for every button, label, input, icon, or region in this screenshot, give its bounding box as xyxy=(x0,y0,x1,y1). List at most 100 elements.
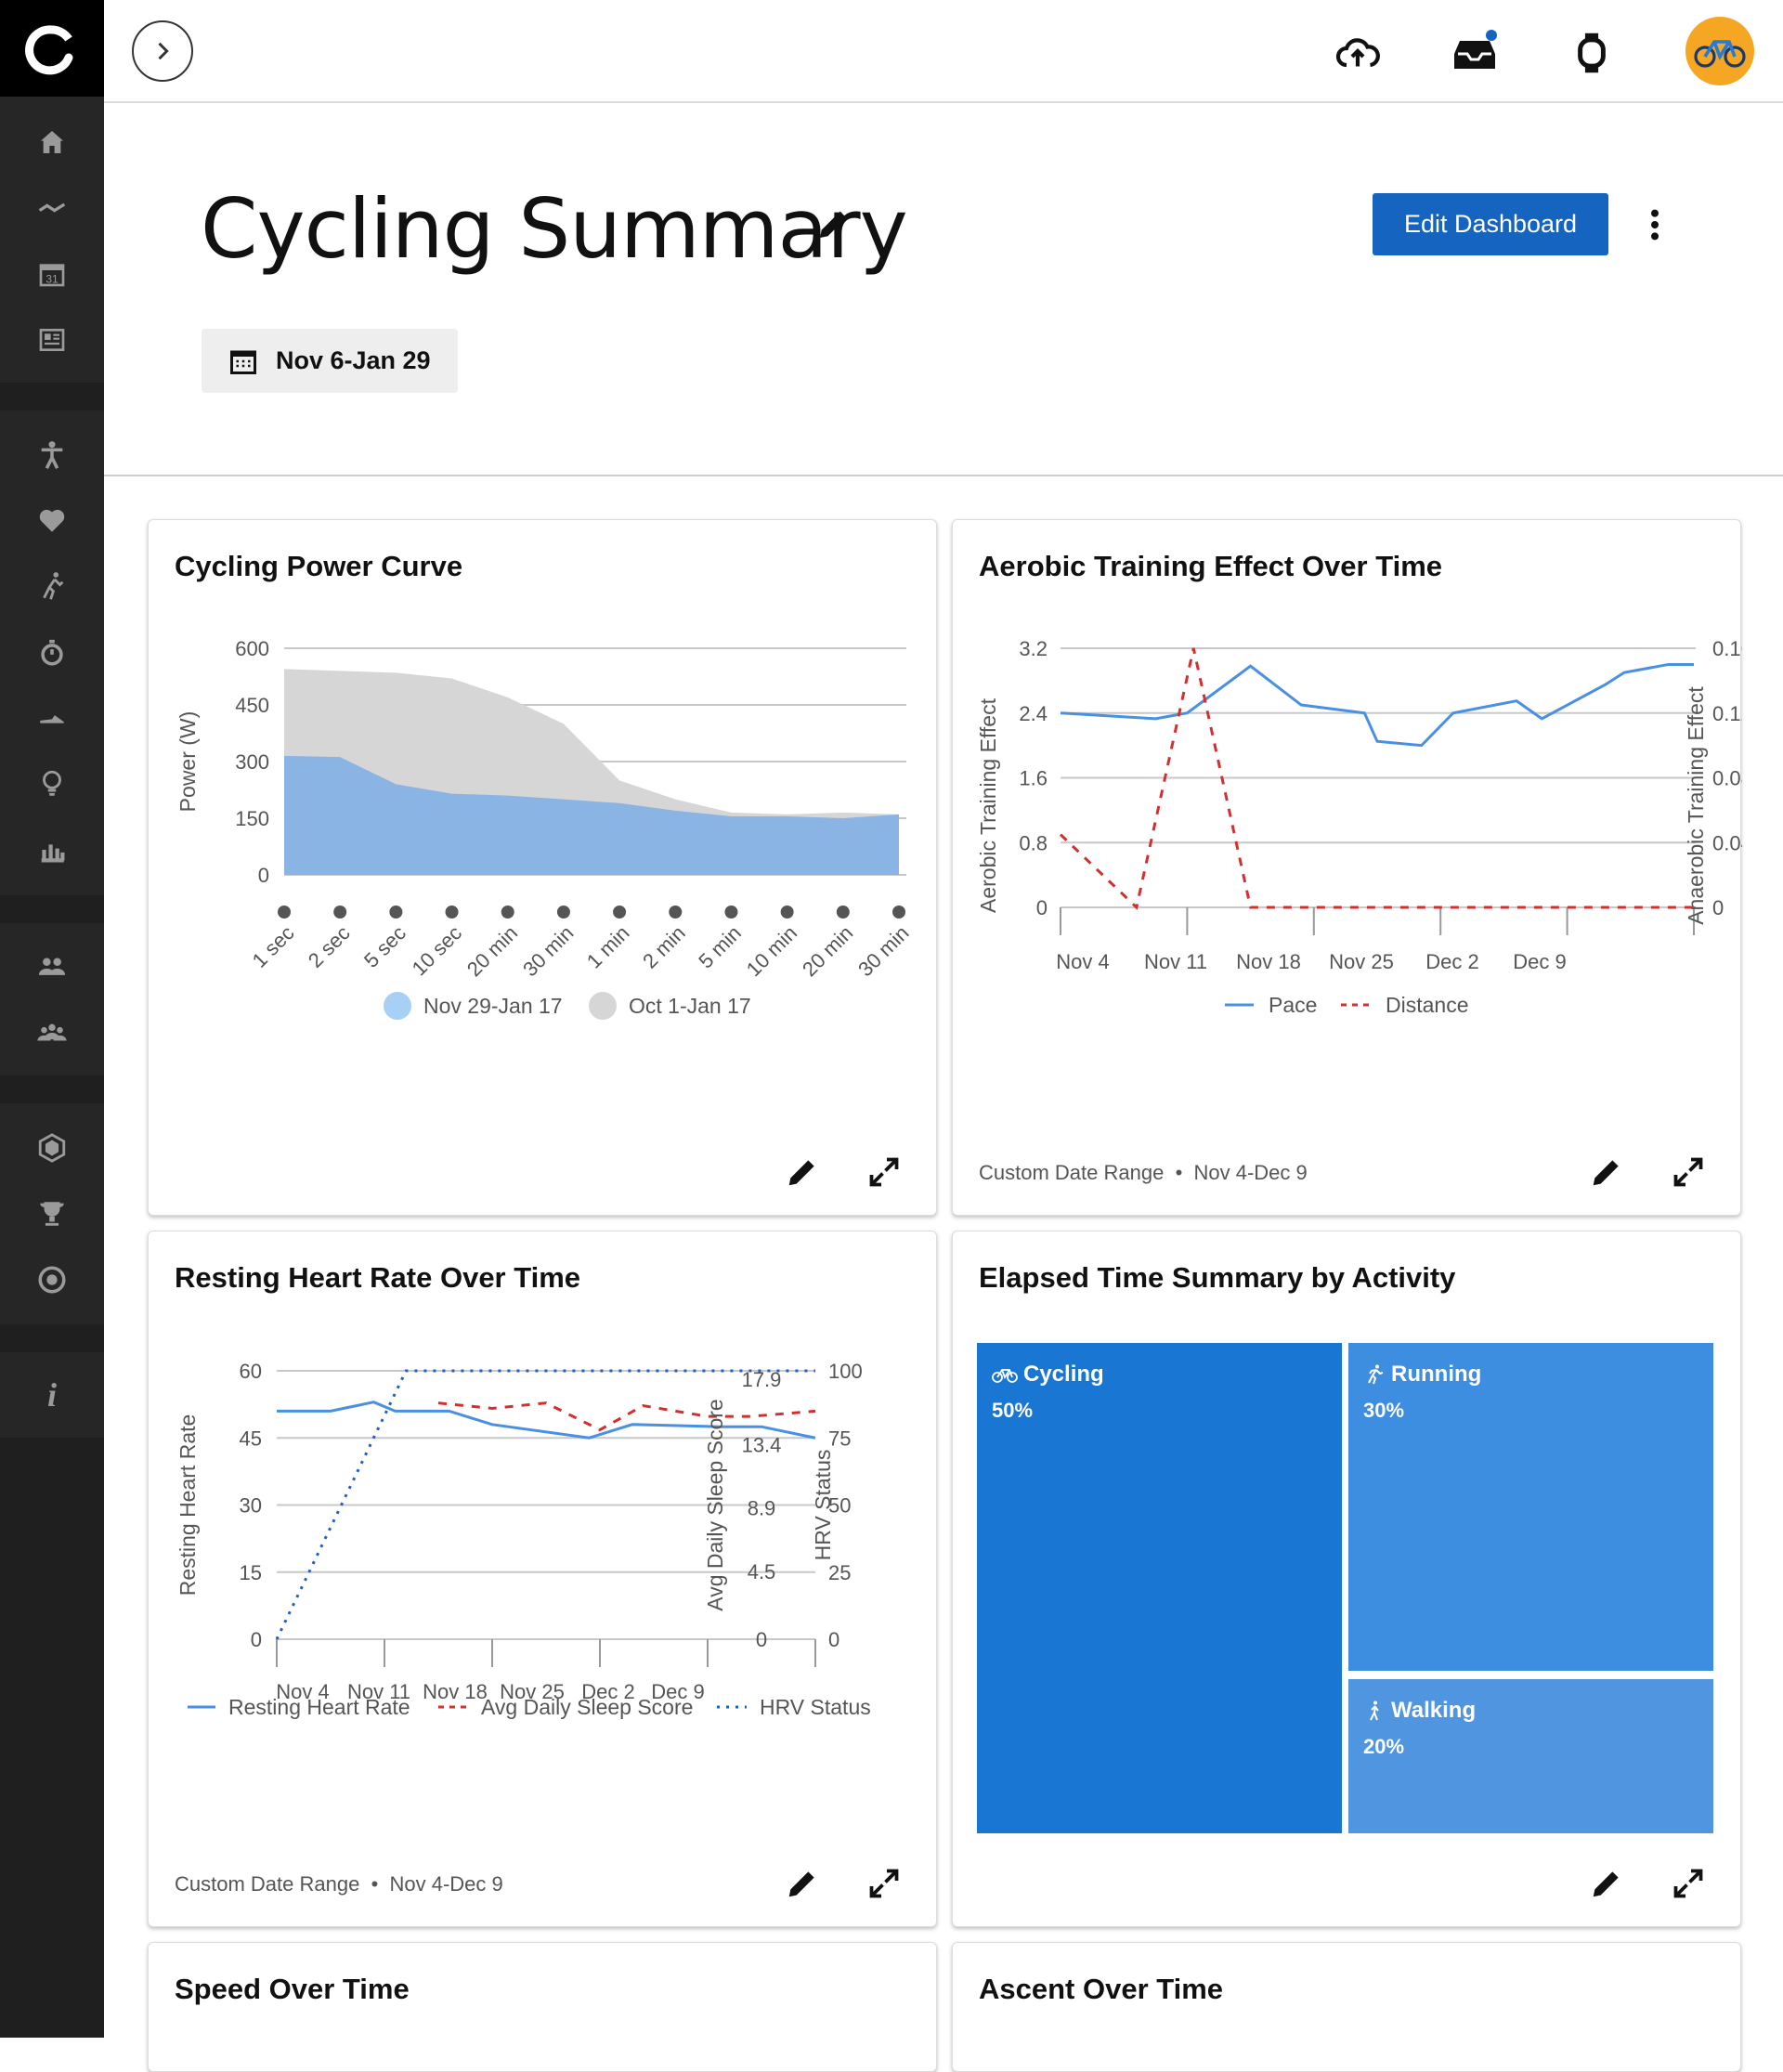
expand-sidebar-button[interactable] xyxy=(132,20,193,82)
reports-icon[interactable] xyxy=(26,824,78,876)
x-tick-dot xyxy=(613,906,627,919)
garmin-logo[interactable] xyxy=(0,0,104,97)
date-range-selector[interactable]: Nov 6-Jan 29 xyxy=(202,329,458,393)
y-tick-label: 15 xyxy=(240,1561,262,1584)
legend-swatch xyxy=(589,992,617,1020)
more-options-icon[interactable] xyxy=(1634,203,1675,246)
connections-icon[interactable] xyxy=(26,940,78,992)
legend-label: Resting Heart Rate xyxy=(228,1695,410,1719)
resting-heart-rate-card: Resting Heart Rate Over Time 0 0 15 25 30 50 4… xyxy=(148,1231,937,1927)
y3-tick-label: 0 xyxy=(756,1628,767,1651)
x-tick-label: 30 min xyxy=(518,921,578,981)
y-axis-title: Power (W) xyxy=(176,711,200,813)
insights-icon[interactable] xyxy=(26,758,78,810)
x-tick-label: Nov 11 xyxy=(347,1680,410,1703)
groups-icon[interactable] xyxy=(26,1007,78,1059)
x-tick-label: 20 min xyxy=(462,921,522,981)
x-tick-label: 30 min xyxy=(853,921,913,981)
treemap-label: Walking xyxy=(1363,1698,1476,1724)
y-tick-label: 60 xyxy=(240,1360,262,1383)
y2-tick-label: 25 xyxy=(828,1561,851,1584)
edit-pencil-icon[interactable] xyxy=(782,1152,823,1192)
x-tick-label: 2 sec xyxy=(304,921,355,972)
x-tick-dot xyxy=(836,906,850,919)
legend-label: Pace xyxy=(1269,993,1317,1017)
watch-icon[interactable] xyxy=(1571,30,1612,76)
training-icon[interactable] xyxy=(26,560,78,612)
x-tick-label: 1 sec xyxy=(248,921,299,972)
y-tick-label: 450 xyxy=(235,694,269,717)
x-tick-label: Nov 25 xyxy=(1329,950,1394,973)
x-tick-label: 10 sec xyxy=(408,921,467,981)
ascent-over-time-card: Ascent Over Time xyxy=(952,1942,1741,2072)
y-tick-label: 2.4 xyxy=(1019,702,1048,725)
logo-icon xyxy=(25,25,73,75)
y-tick-label: 1.6 xyxy=(1019,767,1048,790)
y2-tick-label: 50 xyxy=(828,1494,851,1518)
y-tick-label: 30 xyxy=(240,1494,262,1518)
inbox-icon[interactable] xyxy=(1449,26,1501,78)
footer-range: Custom Date Range xyxy=(979,1161,1165,1184)
card-title: Speed Over Time xyxy=(175,1973,410,2005)
walking-icon xyxy=(1370,1701,1379,1721)
x-tick-label: Dec 9 xyxy=(1513,950,1566,973)
bike-icon xyxy=(1694,40,1746,68)
x-tick-dot xyxy=(892,906,905,919)
expand-icon[interactable] xyxy=(1668,1152,1709,1192)
treemap-cycling[interactable]: Cycling 50% xyxy=(977,1343,1342,1833)
x-tick-label: Nov 18 xyxy=(1236,950,1301,973)
edit-pencil-icon[interactable] xyxy=(1586,1863,1627,1904)
area-series xyxy=(284,755,899,875)
calendar-icon[interactable]: 31 xyxy=(26,248,78,300)
upload-cloud-icon[interactable] xyxy=(1332,33,1384,74)
trophy-icon[interactable] xyxy=(26,1188,78,1240)
y2-tick-label: 75 xyxy=(828,1427,851,1450)
y-axis-title: Resting Heart Rate xyxy=(176,1414,200,1596)
y2-tick-label: 0 xyxy=(828,1628,839,1651)
treemap-running-pct: 30% xyxy=(1363,1399,1405,1422)
legend-swatch xyxy=(384,992,411,1020)
y-tick-label: 0 xyxy=(258,864,269,887)
treemap-walking[interactable]: Walking 20% xyxy=(1348,1679,1713,1833)
stopwatch-icon[interactable] xyxy=(26,626,78,678)
y2-axis-title: Anaerobic Training Effect xyxy=(1684,686,1708,925)
y-tick-label: 0 xyxy=(1036,896,1048,919)
y2-axis-title: Avg Daily Sleep Score xyxy=(703,1399,727,1610)
y2-tick-label: 100 xyxy=(828,1360,863,1383)
aerobic-training-card: Aerobic Training Effect Over Time 0 0 0.8 0… xyxy=(952,519,1742,1216)
treemap-label: Cycling xyxy=(992,1362,1104,1388)
person-icon[interactable] xyxy=(26,429,78,481)
info-icon[interactable]: i xyxy=(46,1376,57,1414)
legend-label: HRV Status xyxy=(760,1695,871,1719)
y-tick-label: 3.2 xyxy=(1019,637,1048,660)
date-range-label: Nov 6-Jan 29 xyxy=(276,346,431,374)
sidebar-nav: 31 i xyxy=(0,0,104,2038)
card-title: Elapsed Time Summary by Activity xyxy=(979,1261,1456,1294)
x-tick-label: Nov 18 xyxy=(423,1680,488,1703)
edit-pencil-icon[interactable] xyxy=(1586,1152,1627,1192)
treemap-cycling-label: Cycling xyxy=(1023,1362,1104,1387)
expand-icon[interactable] xyxy=(864,1152,905,1192)
edit-title-pencil-icon[interactable] xyxy=(813,203,854,244)
legend-label: Nov 29-Jan 17 xyxy=(423,994,563,1018)
goals-icon[interactable] xyxy=(26,1254,78,1306)
bike-icon xyxy=(992,1369,1018,1383)
home-icon[interactable] xyxy=(26,116,78,168)
expand-icon[interactable] xyxy=(1668,1863,1709,1904)
series-line xyxy=(437,1401,816,1432)
avatar[interactable] xyxy=(1685,17,1754,85)
edit-pencil-icon[interactable] xyxy=(782,1863,823,1904)
footer-range: Custom Date Range xyxy=(175,1872,360,1896)
y3-tick-label: 8.9 xyxy=(748,1497,776,1520)
expand-icon[interactable] xyxy=(864,1863,905,1904)
card-footer: Custom Date Range • Nov 4-Dec 9 xyxy=(979,1161,1308,1185)
footer-dates: Nov 4-Dec 9 xyxy=(1193,1161,1308,1184)
badges-icon[interactable] xyxy=(26,1122,78,1174)
treemap-running[interactable]: Running 30% xyxy=(1348,1343,1713,1671)
heart-icon[interactable] xyxy=(26,494,78,546)
gear-icon[interactable] xyxy=(26,692,78,744)
news-icon[interactable] xyxy=(26,314,78,366)
y3-tick-label: 13.4 xyxy=(742,1433,782,1456)
edit-dashboard-button[interactable]: Edit Dashboard xyxy=(1373,193,1608,255)
activity-icon[interactable] xyxy=(26,182,78,234)
